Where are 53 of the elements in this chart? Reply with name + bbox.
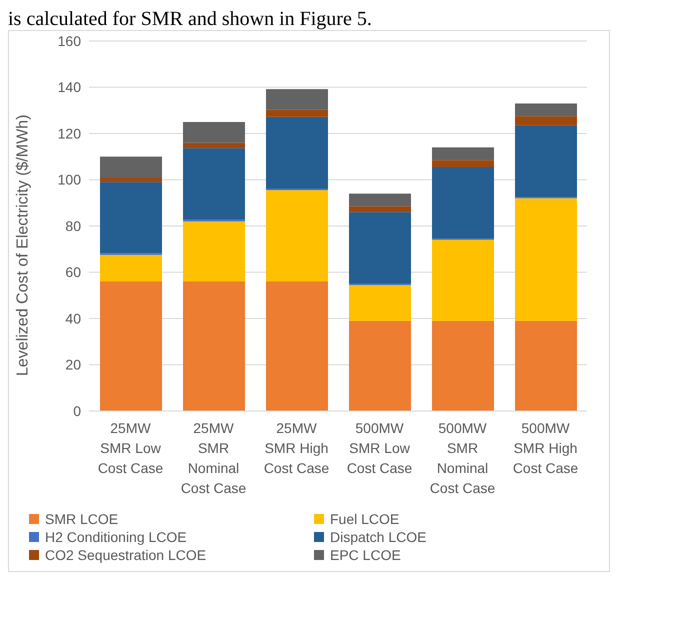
bar	[100, 254, 162, 282]
bar	[183, 142, 245, 148]
x-tick-label: 25MW SMR Nominal Cost Case	[180, 420, 246, 496]
bar	[349, 320, 411, 411]
y-tick-label: 60	[65, 264, 82, 280]
bar	[432, 147, 494, 160]
legend-label: H2 Conditioning LCOE	[45, 529, 187, 545]
bar	[266, 282, 328, 411]
text: is calculated for SMR and shown in Figure 5.	[8, 8, 373, 30]
bar	[432, 160, 494, 168]
y-tick-label: 80	[65, 218, 82, 234]
bar	[349, 194, 411, 206]
bar	[100, 282, 162, 411]
y-tick-label: 120	[58, 125, 82, 142]
bar	[515, 125, 577, 198]
y-tick-label: 100	[58, 172, 82, 188]
legend-label: SMR LCOE	[45, 511, 118, 527]
y-axis-title: Levelized Cost of Electricity ($/MWh)	[14, 114, 32, 376]
legend-label: EPC LCOE	[330, 547, 401, 563]
bar	[349, 206, 411, 212]
bar	[349, 284, 411, 321]
x-tick-label: 25MW SMR Low Cost Case	[98, 420, 164, 476]
bar	[100, 177, 162, 182]
legend-label: Dispatch LCOE	[330, 529, 426, 545]
bar	[100, 156, 162, 178]
legend-label: Fuel LCOE	[330, 511, 400, 527]
bar	[183, 122, 245, 143]
bar	[515, 116, 577, 126]
bar	[349, 212, 411, 284]
bar	[266, 110, 328, 117]
legend-label: CO2 Sequestration LCOE	[45, 547, 206, 563]
y-tick-label: 20	[65, 356, 82, 373]
x-tick-label: 500MW SMR High Cost Case	[512, 420, 578, 476]
y-tick-label: 40	[65, 310, 82, 326]
bar	[432, 320, 494, 411]
bar	[432, 240, 494, 321]
y-tick-label: 160	[58, 32, 82, 49]
x-tick-label: 500MW SMR Nominal Cost Case	[430, 420, 496, 496]
bar	[515, 320, 577, 411]
bar	[266, 116, 328, 189]
bar	[183, 221, 245, 282]
bar	[183, 282, 245, 411]
x-tick-label: 500MW SMR Low Cost Case	[346, 420, 412, 476]
y-tick-label: 0	[73, 402, 82, 419]
bar	[432, 167, 494, 239]
bar	[515, 103, 577, 116]
bar	[515, 198, 577, 321]
bar	[100, 182, 162, 254]
bar	[183, 148, 245, 220]
y-tick-label: 140	[58, 79, 82, 96]
bar	[266, 89, 328, 110]
bar	[266, 190, 328, 282]
x-tick-label: 25MW SMR High Cost Case	[264, 420, 330, 476]
